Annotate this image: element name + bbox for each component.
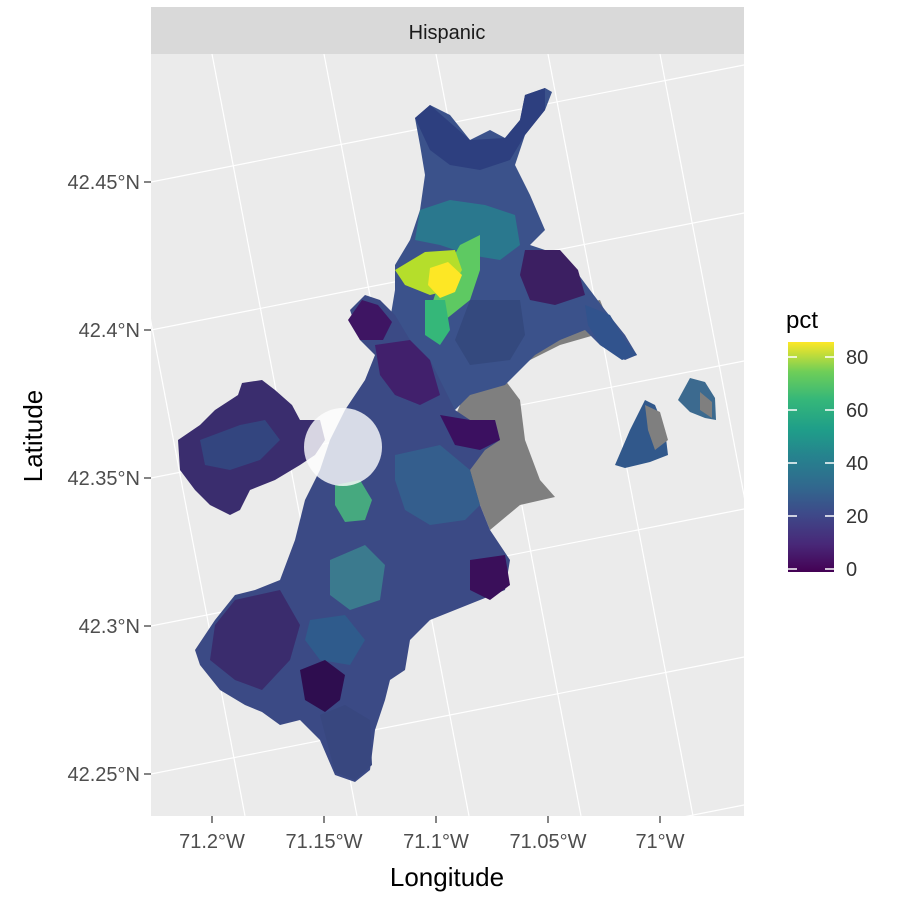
y-axis-title: Latitude — [18, 390, 48, 483]
y-axis: 42.45°N 42.4°N 42.35°N 42.3°N 42.25°N — [68, 172, 151, 786]
gridline-lon — [547, 54, 694, 816]
choropleth-map — [178, 88, 716, 782]
region-dark-mid — [375, 340, 440, 405]
x-axis: 71.2°W 71.15°W 71.1°W 71.05°W 71°W — [179, 816, 685, 853]
legend-label: 60 — [846, 400, 868, 422]
region-blue-sw — [305, 615, 365, 665]
region-south-tip — [320, 705, 372, 780]
x-tick-label: 71°W — [635, 831, 684, 853]
region-west-lobe-inner — [200, 420, 280, 470]
region-darkest-south — [300, 660, 345, 712]
region-dark-east — [520, 250, 585, 305]
facet-strip-label: Hispanic — [409, 22, 486, 44]
legend-label: 40 — [846, 453, 868, 475]
y-tick-label: 42.25°N — [68, 764, 141, 786]
y-tick-label: 42.3°N — [79, 616, 140, 638]
region-teal-mid — [330, 545, 385, 610]
region-yellow — [428, 262, 462, 298]
legend-label: 0 — [846, 559, 857, 581]
x-tick-label: 71.1°W — [403, 831, 469, 853]
x-tick-label: 71.2°W — [179, 831, 245, 853]
region-north-top — [415, 88, 545, 170]
legend-label: 80 — [846, 347, 868, 369]
x-axis-title: Longitude — [390, 862, 504, 892]
region-east-tip — [585, 305, 637, 360]
highlight-marker[interactable] — [304, 408, 382, 486]
facet-strip — [151, 7, 744, 54]
legend-title: pct — [786, 307, 818, 334]
y-tick-label: 42.35°N — [68, 468, 141, 490]
region-teal — [415, 200, 520, 260]
legend-colorbar — [788, 342, 834, 572]
gridline-lat — [151, 656, 744, 775]
region-dark-nw — [348, 300, 392, 340]
region-dark-mid-east — [440, 415, 500, 450]
region-mid-east — [455, 300, 525, 365]
region-dark-sw — [210, 590, 300, 690]
region-green-south — [335, 480, 372, 522]
x-tick-label: 71.05°W — [510, 831, 587, 853]
legend: pct 80 60 40 20 0 — [786, 307, 868, 581]
x-tick-label: 71.15°W — [286, 831, 363, 853]
region-green-2 — [425, 300, 450, 345]
gridline-lon — [659, 54, 744, 499]
y-tick-label: 42.45°N — [68, 172, 141, 194]
region-teal-south — [395, 445, 480, 525]
island-far-east-missing — [700, 392, 712, 418]
legend-label: 20 — [846, 506, 868, 528]
y-tick-label: 42.4°N — [79, 320, 140, 342]
island-east-missing — [645, 405, 668, 450]
gridline-lat — [685, 804, 744, 816]
region-dark-se — [470, 555, 510, 600]
